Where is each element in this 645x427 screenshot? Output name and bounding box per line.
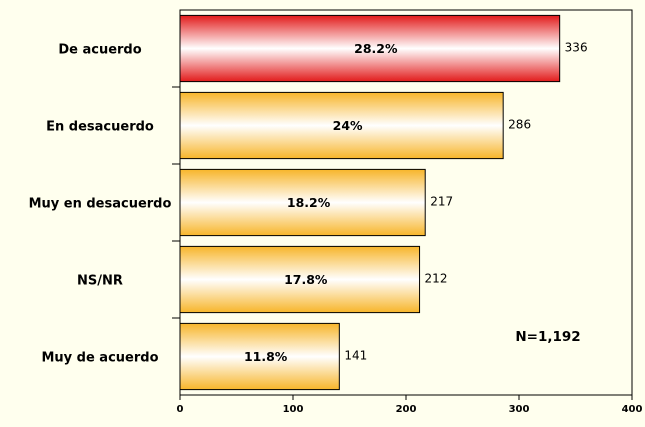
bar-1 <box>179 91 504 160</box>
bar-percent-label: 28.2% <box>354 41 398 56</box>
x-tick-label: 400 <box>622 404 643 415</box>
bar-3 <box>179 245 421 314</box>
x-tick-label: 100 <box>283 404 304 415</box>
bars: 28.2% 336 De acuerdo 24% 286 En desacuerdo 18.… <box>29 14 588 391</box>
n-annotation: N=1,192 <box>515 329 580 345</box>
bar-value-label: 286 <box>508 118 531 132</box>
bar-percent-label: 17.8% <box>284 272 328 287</box>
x-tick-label: 300 <box>509 404 530 415</box>
bar-value-label: 217 <box>430 195 453 209</box>
x-tick-label: 0 <box>177 404 184 415</box>
bar-value-label: 336 <box>565 41 588 55</box>
category-label: Muy de acuerdo <box>41 351 158 366</box>
bar-value-label: 141 <box>344 349 367 363</box>
bar-4 <box>179 322 340 391</box>
bar-percent-label: 24% <box>333 118 363 133</box>
category-label: En desacuerdo <box>46 120 154 135</box>
bar-2 <box>179 168 426 237</box>
category-label: Muy en desacuerdo <box>29 197 172 212</box>
bar-0 <box>179 14 561 83</box>
category-label: NS/NR <box>77 274 123 289</box>
x-axis: 0 100 200 300 400 <box>172 86 643 415</box>
category-label: De acuerdo <box>58 43 141 58</box>
bar-value-label: 212 <box>425 272 448 286</box>
bar-percent-label: 18.2% <box>287 195 331 210</box>
x-tick-label: 200 <box>396 404 417 415</box>
bar-percent-label: 11.8% <box>244 349 288 364</box>
